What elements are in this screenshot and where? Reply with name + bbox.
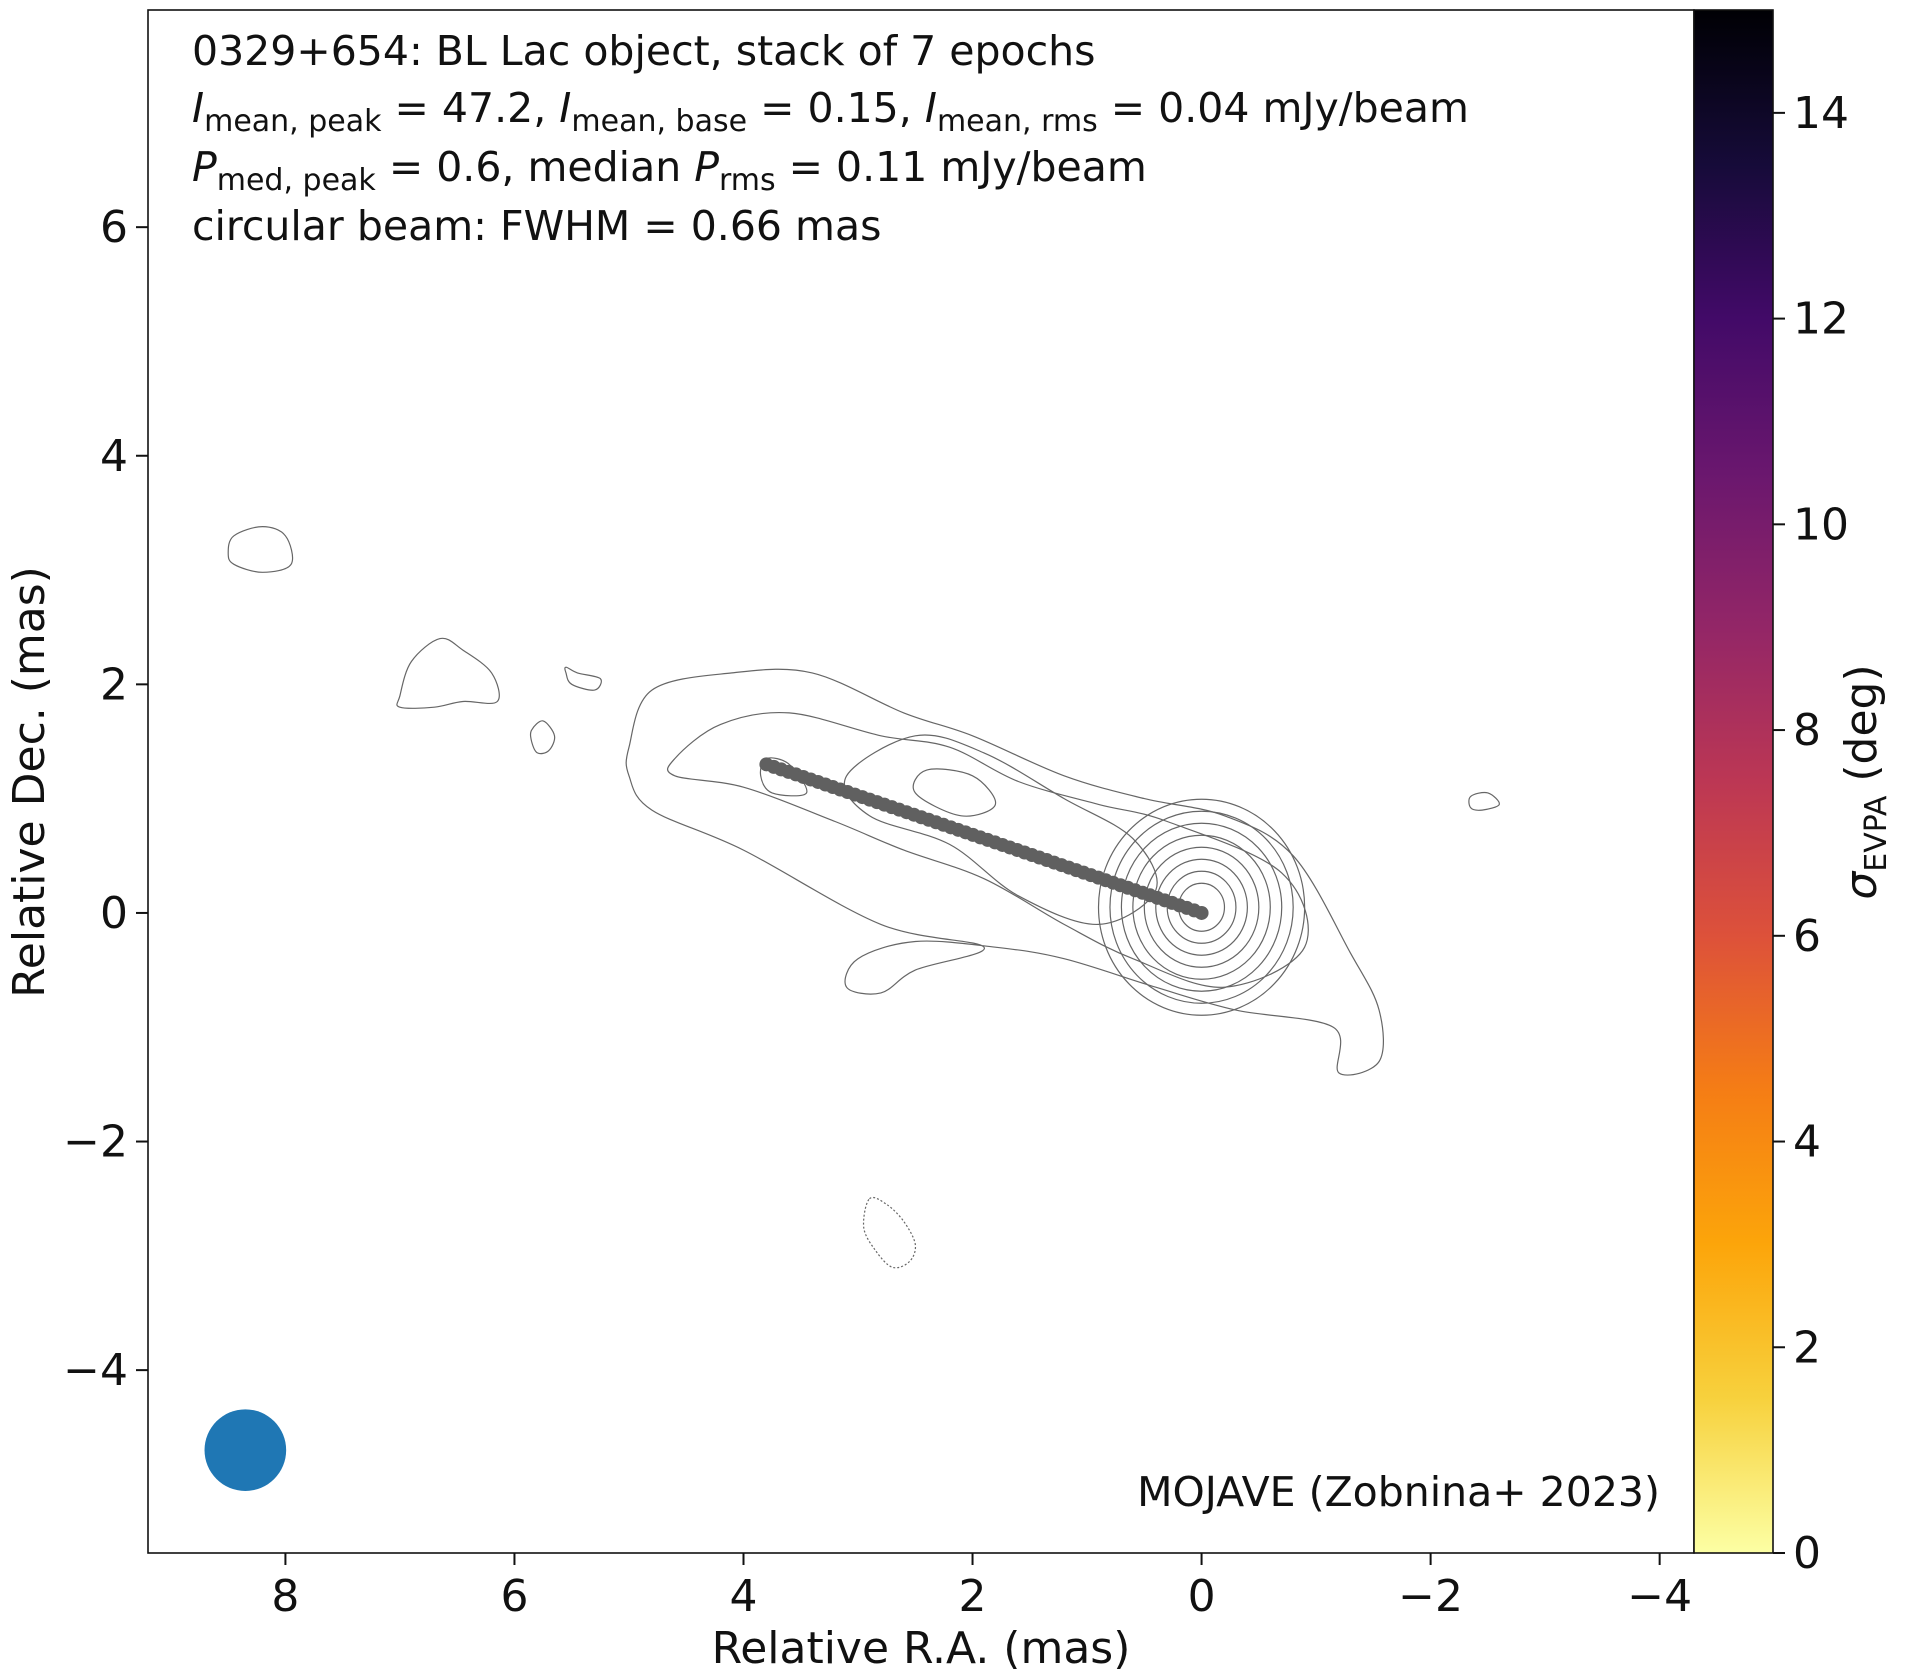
colorbar-tick-label: 2: [1793, 1322, 1821, 1373]
x-tick-label: 2: [959, 1571, 987, 1622]
title-line-4: circular beam: FWHM = 0.66 mas: [192, 202, 881, 250]
y-tick-label: −2: [63, 1117, 128, 1168]
ridgeline-layer: [759, 757, 1209, 920]
x-tick-label: 0: [1188, 1571, 1216, 1622]
x-tick-label: −2: [1398, 1571, 1463, 1622]
ridgeline-point: [1194, 905, 1209, 920]
x-tick-label: −4: [1627, 1571, 1692, 1622]
beam-layer: [204, 1409, 287, 1491]
colorbar-tick-label: 6: [1793, 911, 1821, 962]
title-line-1: 0329+654: BL Lac object, stack of 7 epoc…: [192, 27, 1096, 75]
contour-core: [1097, 798, 1306, 1016]
x-tick-label: 6: [500, 1571, 528, 1622]
title-line-3: Pmed, peak = 0.6, median Prms = 0.11 mJy…: [192, 143, 1147, 198]
contour-knot-small: [759, 757, 808, 797]
contour-jet-inner: [843, 734, 1158, 926]
title-line-2: Imean, peak = 47.2, Imean, base = 0.15, …: [192, 84, 1469, 139]
contour-jet-mid: [667, 711, 1309, 988]
colorbar-tick-label: 10: [1793, 499, 1849, 550]
contour-core: [1132, 834, 1271, 980]
y-tick-label: 0: [100, 888, 128, 939]
y-tick-label: 2: [100, 659, 128, 710]
colorbar-tick-label: 14: [1793, 88, 1849, 139]
colorbar-tick-label: 0: [1793, 1528, 1821, 1579]
credit-label: MOJAVE (Zobnina+ 2023): [1137, 1468, 1660, 1516]
x-axis-label: Relative R.A. (mas): [712, 1623, 1131, 1674]
contour-knot: [912, 768, 997, 817]
contour-core: [1143, 846, 1260, 968]
contour-jet-outer: [625, 668, 1384, 1076]
plot-area: [148, 10, 1694, 1553]
contour-core: [1109, 810, 1294, 1004]
contour-blob: [1468, 791, 1500, 811]
contour-negative: [862, 1196, 917, 1269]
contour-blob: [227, 525, 294, 573]
y-axis-label: Relative Dec. (mas): [4, 566, 55, 998]
contour-core: [1155, 858, 1248, 956]
colorbar-tick-label: 12: [1793, 294, 1849, 345]
contour-blob: [396, 637, 500, 709]
colorbar: [1693, 9, 1774, 1554]
x-tick-label: 8: [271, 1571, 299, 1622]
y-tick-label: 6: [100, 202, 128, 253]
contour-blob: [529, 720, 556, 755]
colorbar-label: σEVPA (deg): [1836, 664, 1894, 899]
x-tick-label: 4: [729, 1571, 757, 1622]
contour-blob: [564, 666, 602, 691]
colorbar-ticks: 0 2 4 6 8 10 12 14: [1773, 88, 1849, 1579]
beam-circle: [204, 1409, 287, 1491]
colorbar-tick-label: 4: [1793, 1117, 1821, 1168]
colorbar-tick-label: 8: [1793, 705, 1821, 756]
x-axis-ticks: 8 6 4 2 0 −2 −4: [271, 1553, 1692, 1622]
y-tick-label: 4: [100, 431, 128, 482]
y-axis-ticks: −4 −2 0 2 4 6: [63, 202, 148, 1396]
y-tick-label: −4: [63, 1345, 128, 1396]
contour-core: [1120, 822, 1283, 992]
